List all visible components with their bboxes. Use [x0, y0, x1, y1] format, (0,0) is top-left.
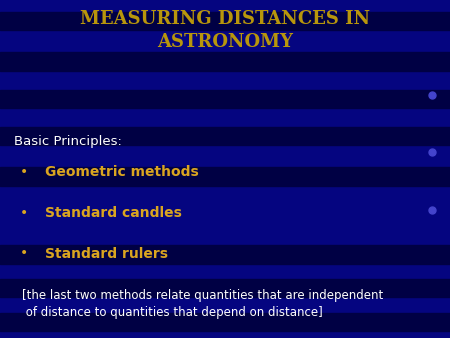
- Bar: [0, 127, 450, 145]
- Text: MEASURING DISTANCES IN
ASTRONOMY: MEASURING DISTANCES IN ASTRONOMY: [80, 10, 370, 51]
- Bar: [0, 167, 450, 186]
- Bar: [0, 245, 450, 264]
- Text: •: •: [20, 206, 28, 220]
- Bar: [0, 52, 450, 71]
- Bar: [0, 279, 450, 297]
- Text: •: •: [20, 246, 28, 261]
- Text: Standard rulers: Standard rulers: [45, 246, 168, 261]
- Text: Geometric methods: Geometric methods: [45, 165, 199, 179]
- Bar: [0, 313, 450, 331]
- Text: •: •: [20, 165, 28, 179]
- Text: Basic Principles:: Basic Principles:: [14, 135, 122, 148]
- Text: Standard candles: Standard candles: [45, 206, 182, 220]
- Text: [the last two methods relate quantities that are independent
 of distance to qua: [the last two methods relate quantities …: [22, 289, 384, 319]
- Bar: [0, 90, 450, 108]
- Bar: [0, 12, 450, 30]
